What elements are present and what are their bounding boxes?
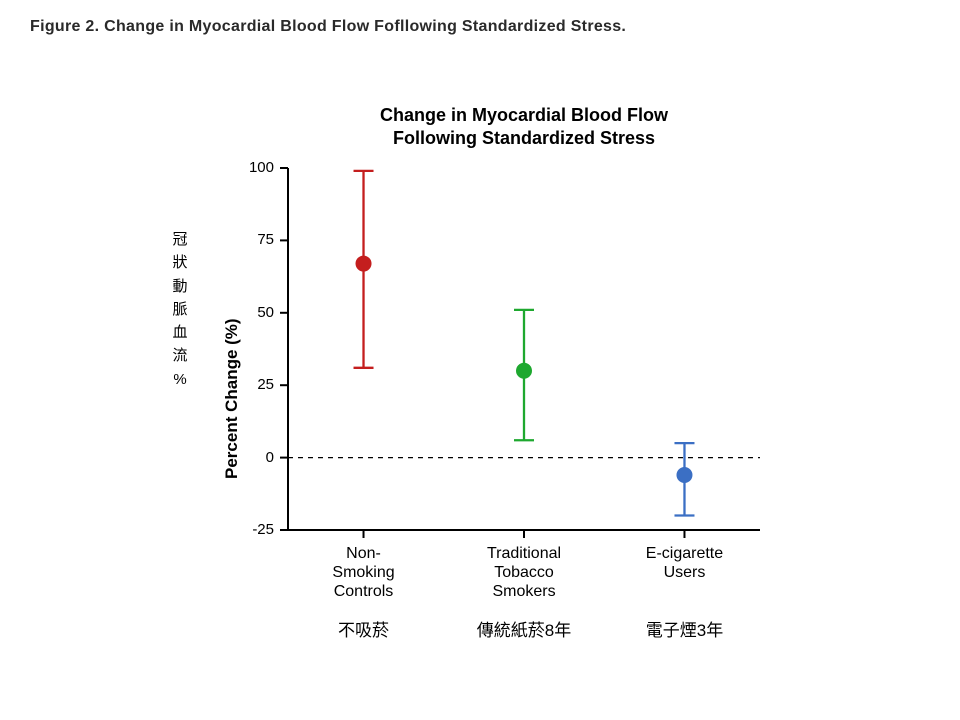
y-tick-label: -25 xyxy=(234,521,274,538)
y-tick-label: 25 xyxy=(234,376,274,393)
category-label: E-cigarette Users xyxy=(614,544,754,582)
data-marker xyxy=(676,467,692,483)
y-tick-label: 50 xyxy=(234,304,274,321)
data-marker xyxy=(356,256,372,272)
page: Figure 2. Change in Myocardial Blood Flo… xyxy=(0,0,960,720)
category-label-cjk: 電子煙3年 xyxy=(604,616,764,641)
data-marker xyxy=(516,363,532,379)
category-label-cjk: 傳統紙菸8年 xyxy=(444,616,604,641)
category-label-cjk: 不吸菸 xyxy=(284,616,444,641)
category-label: Non- Smoking Controls xyxy=(294,544,434,602)
chart-svg xyxy=(0,0,960,720)
y-tick-label: 100 xyxy=(234,159,274,176)
y-tick-label: 0 xyxy=(234,449,274,466)
y-tick-label: 75 xyxy=(234,231,274,248)
category-label: Traditional Tobacco Smokers xyxy=(454,544,594,602)
